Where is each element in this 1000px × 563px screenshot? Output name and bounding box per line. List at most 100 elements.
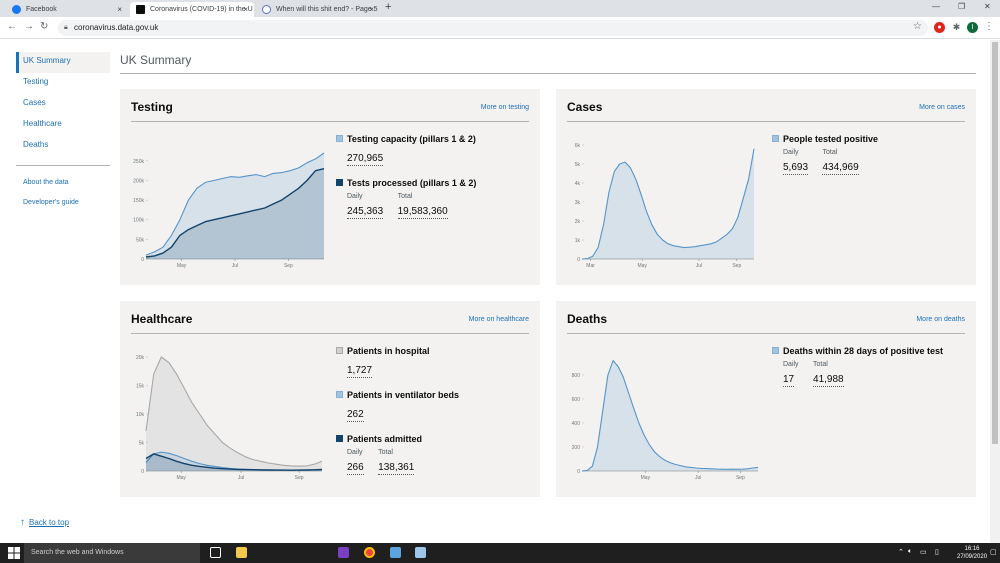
- extensions-puzzle-icon[interactable]: ✱: [951, 22, 962, 33]
- metric-value: 270,965: [347, 153, 384, 166]
- forum-icon: [262, 5, 271, 14]
- series-area-2: [146, 453, 322, 471]
- deaths-card: Deaths More on deaths 800 600 400 200 0 May Ju…: [556, 301, 976, 497]
- metric-tests-processed: Tests processed (pillars 1 & 2) Daily 245…: [336, 177, 476, 219]
- tab-title: Coronavirus (COVID-19) in the U: [150, 6, 253, 13]
- metric-people-tested-positive: People tested positive Daily 5,693 Total 4…: [772, 133, 878, 175]
- metric-sublabel: Total: [378, 449, 393, 456]
- series-line-2: [145, 453, 323, 471]
- x-tick-label: Jul: [232, 263, 238, 269]
- back-arrow-icon[interactable]: ←: [7, 21, 17, 32]
- notepad-icon[interactable]: [390, 547, 401, 558]
- browser-tab-bar: Facebook × Coronavirus (COVID-19) in the…: [0, 0, 1000, 17]
- task-view-icon[interactable]: [210, 547, 221, 558]
- y-tick-label: 800: [572, 373, 581, 379]
- app-icon[interactable]: [415, 547, 426, 558]
- y-tick-label: 0: [141, 257, 144, 263]
- series-line-1: [145, 168, 325, 258]
- side-navigation: UK Summary Testing Cases Healthcare Deat…: [16, 52, 110, 216]
- govuk-crown-icon: [136, 5, 145, 14]
- visual-studio-icon[interactable]: [338, 547, 349, 558]
- metric-value: 19,583,360: [397, 206, 448, 219]
- new-tab-button[interactable]: +: [385, 1, 392, 13]
- tab-title: Facebook: [26, 6, 57, 13]
- minimize-button[interactable]: —: [932, 2, 940, 11]
- metric-label: Patients admitted: [347, 434, 423, 444]
- legend-key: [336, 435, 343, 442]
- sidebar-item-healthcare[interactable]: Healthcare: [23, 119, 62, 128]
- legend-key: [336, 347, 343, 354]
- more-on-healthcare-link[interactable]: More on healthcare: [468, 316, 529, 323]
- y-tick-label: 20k: [136, 355, 145, 361]
- sidebar-item-deaths[interactable]: Deaths: [23, 140, 49, 149]
- card-divider: [567, 333, 965, 334]
- file-explorer-icon[interactable]: [236, 547, 247, 558]
- sidebar-item-about-data[interactable]: About the data: [23, 179, 69, 186]
- card-title: Deaths: [567, 312, 608, 326]
- x-tick-label: May: [641, 475, 651, 481]
- sidebar-item-cases[interactable]: Cases: [23, 98, 46, 107]
- metric-label: Tests processed (pillars 1 & 2): [347, 178, 477, 188]
- y-tick-label: 6k: [575, 143, 581, 149]
- sidebar-item-uk-summary[interactable]: UK Summary: [16, 52, 110, 73]
- series-line-0: [581, 360, 759, 472]
- more-on-cases-link[interactable]: More on cases: [919, 104, 965, 111]
- profile-avatar[interactable]: I: [967, 22, 978, 33]
- scrollbar-thumb[interactable]: [992, 42, 998, 444]
- y-tick-label: 0: [141, 469, 144, 475]
- forward-arrow-icon[interactable]: →: [24, 21, 34, 32]
- reload-icon[interactable]: ↻: [40, 21, 49, 32]
- series-area-0: [582, 360, 758, 471]
- series-area-1: [146, 452, 322, 471]
- tab-close-icon[interactable]: ×: [117, 5, 122, 14]
- tab-forum[interactable]: When will this shit end? - Page 5 ×: [256, 2, 380, 17]
- legend-key: [336, 179, 343, 186]
- taskbar-search-input[interactable]: Search the web and Windows: [24, 543, 200, 563]
- more-on-deaths-link[interactable]: More on deaths: [916, 316, 965, 323]
- battery-icon[interactable]: ▯: [935, 549, 939, 556]
- x-tick-label: Jul: [238, 475, 244, 481]
- y-tick-label: 200: [572, 445, 581, 451]
- sidebar-item-developers-guide[interactable]: Developer's guide: [23, 199, 79, 206]
- y-tick-label: 150k: [133, 198, 144, 204]
- x-tick-label: Jul: [695, 475, 701, 481]
- metric-deaths-28-days: Deaths within 28 days of positive test D…: [772, 345, 943, 387]
- volume-icon[interactable]: 🔈︎: [908, 548, 913, 555]
- tray-chevron-icon[interactable]: ⌃: [898, 549, 904, 556]
- taskbar-clock[interactable]: 16:16 27/09/2020: [957, 545, 987, 561]
- back-to-top-link[interactable]: ↑ Back to top: [20, 517, 69, 528]
- close-window-button[interactable]: ✕: [984, 2, 991, 11]
- metric-value: 17: [783, 374, 795, 387]
- network-icon[interactable]: ▭: [920, 549, 927, 556]
- tab-coronavirus[interactable]: Coronavirus (COVID-19) in the U ×: [130, 2, 254, 17]
- metric-value: 41,988: [813, 374, 844, 387]
- card-divider: [131, 121, 529, 122]
- series-line-0: [581, 148, 755, 260]
- y-tick-label: 3k: [575, 200, 581, 206]
- testing-card: Testing More on testing 250k 200k 150k 100k…: [120, 89, 540, 285]
- sidebar-item-testing[interactable]: Testing: [23, 77, 49, 86]
- windows-start-icon[interactable]: [8, 547, 20, 559]
- up-arrow-icon: ↑: [20, 517, 25, 528]
- tab-close-icon[interactable]: ×: [369, 5, 374, 14]
- x-tick-label: May: [637, 263, 647, 269]
- page-title: UK Summary: [120, 53, 192, 67]
- adblock-extension-icon[interactable]: ●: [934, 22, 945, 33]
- facebook-icon: [12, 5, 21, 14]
- tab-facebook[interactable]: Facebook ×: [6, 2, 128, 17]
- metric-patients-in-hospital: Patients in hospital 1,727: [336, 345, 430, 378]
- x-tick-label: Sep: [295, 475, 304, 481]
- bookmark-star-icon[interactable]: ☆: [913, 21, 922, 32]
- more-on-testing-link[interactable]: More on testing: [480, 104, 529, 111]
- legend-key: [772, 135, 779, 142]
- menu-dots-icon[interactable]: ⋮: [984, 21, 994, 32]
- y-tick-label: 100k: [133, 218, 144, 224]
- metric-value: 266: [347, 462, 364, 475]
- x-tick-label: May: [177, 263, 187, 269]
- series-area-0: [146, 357, 322, 471]
- chrome-icon[interactable]: [364, 547, 375, 558]
- tab-close-icon[interactable]: ×: [243, 5, 248, 14]
- address-input[interactable]: 🔒︎ coronavirus.data.gov.uk: [58, 20, 928, 36]
- maximize-button[interactable]: ❐: [958, 2, 966, 11]
- notifications-icon[interactable]: ▢: [990, 549, 997, 556]
